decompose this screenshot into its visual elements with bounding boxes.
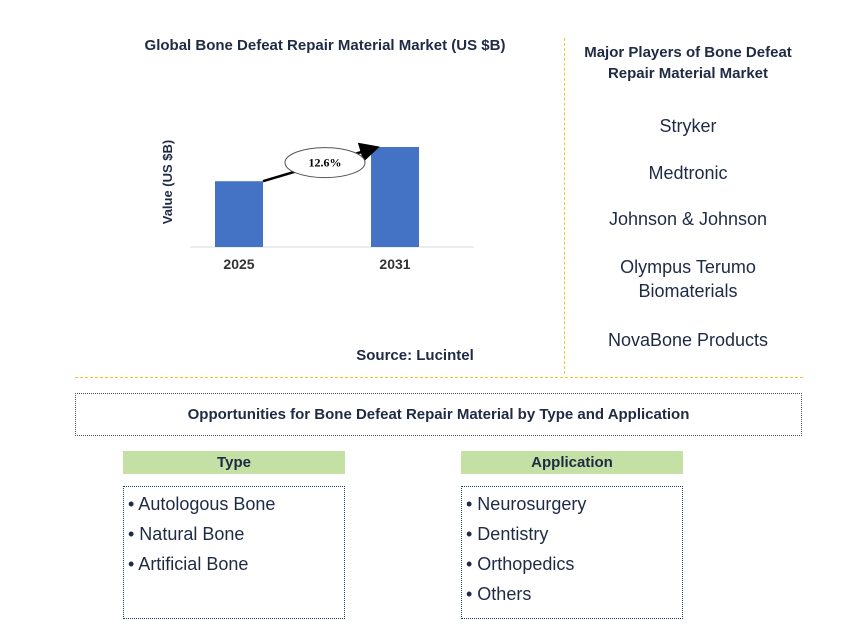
list-item: • Orthopedics xyxy=(466,554,575,574)
list-item: • Autologous Bone xyxy=(128,494,276,514)
chart-title: Global Bone Defeat Repair Material Marke… xyxy=(144,37,506,54)
players-title: Major Players of Bone Defeat Repair Mate… xyxy=(584,44,792,82)
opportunities-title-box: Opportunities for Bone Defeat Repair Mat… xyxy=(75,393,802,436)
player-item: Johnson & Johnson xyxy=(608,209,768,229)
player-item: Stryker xyxy=(659,116,717,136)
list-item: • Others xyxy=(466,584,532,604)
bars-group xyxy=(215,147,419,247)
vertical-divider xyxy=(564,38,565,374)
bar-2025 xyxy=(215,181,263,247)
type-list: • Autologous Bone • Natural Bone • Artif… xyxy=(123,486,345,619)
player-item: Olympus Terumo Biomaterials xyxy=(620,257,756,301)
y-axis-label: Value (US $B) xyxy=(160,140,175,225)
cagr-label: 12.6% xyxy=(309,156,342,170)
application-header: Application xyxy=(461,451,683,474)
type-header: Type xyxy=(123,451,345,474)
x-tick-label: 2025 xyxy=(223,256,254,272)
source-note: Source: Lucintel xyxy=(356,347,474,364)
list-item: • Artificial Bone xyxy=(128,554,249,574)
bar-chart: Value (US $B) 2025 2031 12.6% xyxy=(160,140,474,272)
application-list: • Neurosurgery • Dentistry • Orthopedics… xyxy=(461,486,683,619)
horizontal-divider xyxy=(75,377,803,378)
list-item: • Dentistry xyxy=(466,524,549,544)
player-item: NovaBone Products xyxy=(607,330,769,350)
x-tick-label: 2031 xyxy=(379,256,410,272)
list-item: • Natural Bone xyxy=(128,524,245,544)
list-item: • Neurosurgery xyxy=(466,494,587,514)
player-item: Medtronic xyxy=(648,163,728,183)
cagr-bubble xyxy=(284,147,366,179)
bar-2031 xyxy=(371,147,419,247)
opportunities-title: Opportunities for Bone Defeat Repair Mat… xyxy=(187,406,690,423)
tick-labels-group: 2025 2031 xyxy=(223,256,410,272)
